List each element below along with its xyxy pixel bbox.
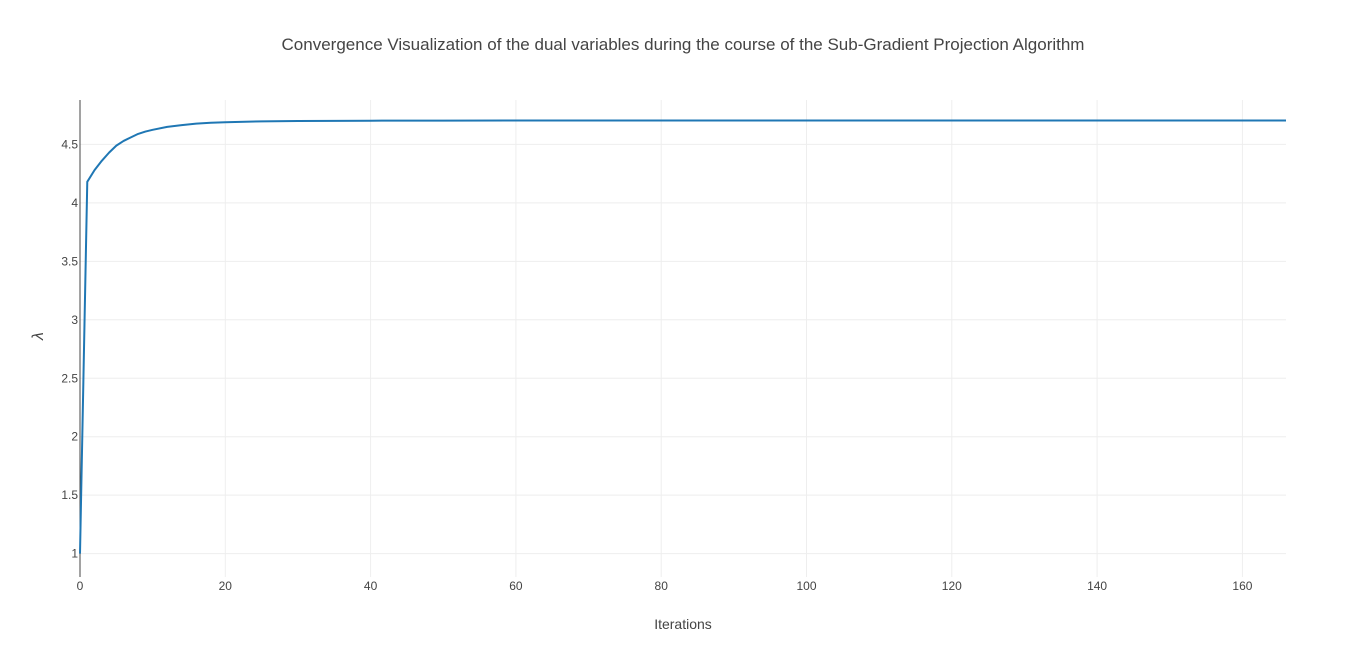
y-tick-label: 4.5 bbox=[61, 137, 78, 151]
y-tick-label: 4 bbox=[71, 196, 78, 210]
x-tick-label: 60 bbox=[509, 579, 523, 593]
grid-lines bbox=[80, 100, 1286, 577]
x-tick-label: 120 bbox=[942, 579, 962, 593]
y-tick-label: 2.5 bbox=[61, 371, 78, 385]
x-tick-label: 80 bbox=[655, 579, 669, 593]
x-tick-label: 0 bbox=[77, 579, 84, 593]
tick-labels: 0 20 40 60 80 100 120 140 160 1 1.5 2 2.5 3 3.5 4 4.5 bbox=[61, 137, 1252, 593]
y-tick-label: 3 bbox=[71, 313, 78, 327]
x-tick-label: 140 bbox=[1087, 579, 1107, 593]
chart-title: Convergence Visualization of the dual va… bbox=[282, 35, 1085, 54]
x-tick-label: 20 bbox=[219, 579, 233, 593]
x-tick-label: 160 bbox=[1232, 579, 1252, 593]
y-axis-label: λ bbox=[30, 332, 47, 341]
y-tick-label: 3.5 bbox=[61, 254, 78, 268]
y-tick-label: 1.5 bbox=[61, 488, 78, 502]
y-tick-label: 1 bbox=[71, 547, 78, 561]
y-tick-label: 2 bbox=[71, 430, 78, 444]
x-tick-label: 100 bbox=[796, 579, 816, 593]
series-layer bbox=[79, 119, 1286, 554]
x-axis-label: Iterations bbox=[654, 616, 712, 632]
series-line bbox=[79, 119, 1286, 554]
x-tick-label: 40 bbox=[364, 579, 378, 593]
